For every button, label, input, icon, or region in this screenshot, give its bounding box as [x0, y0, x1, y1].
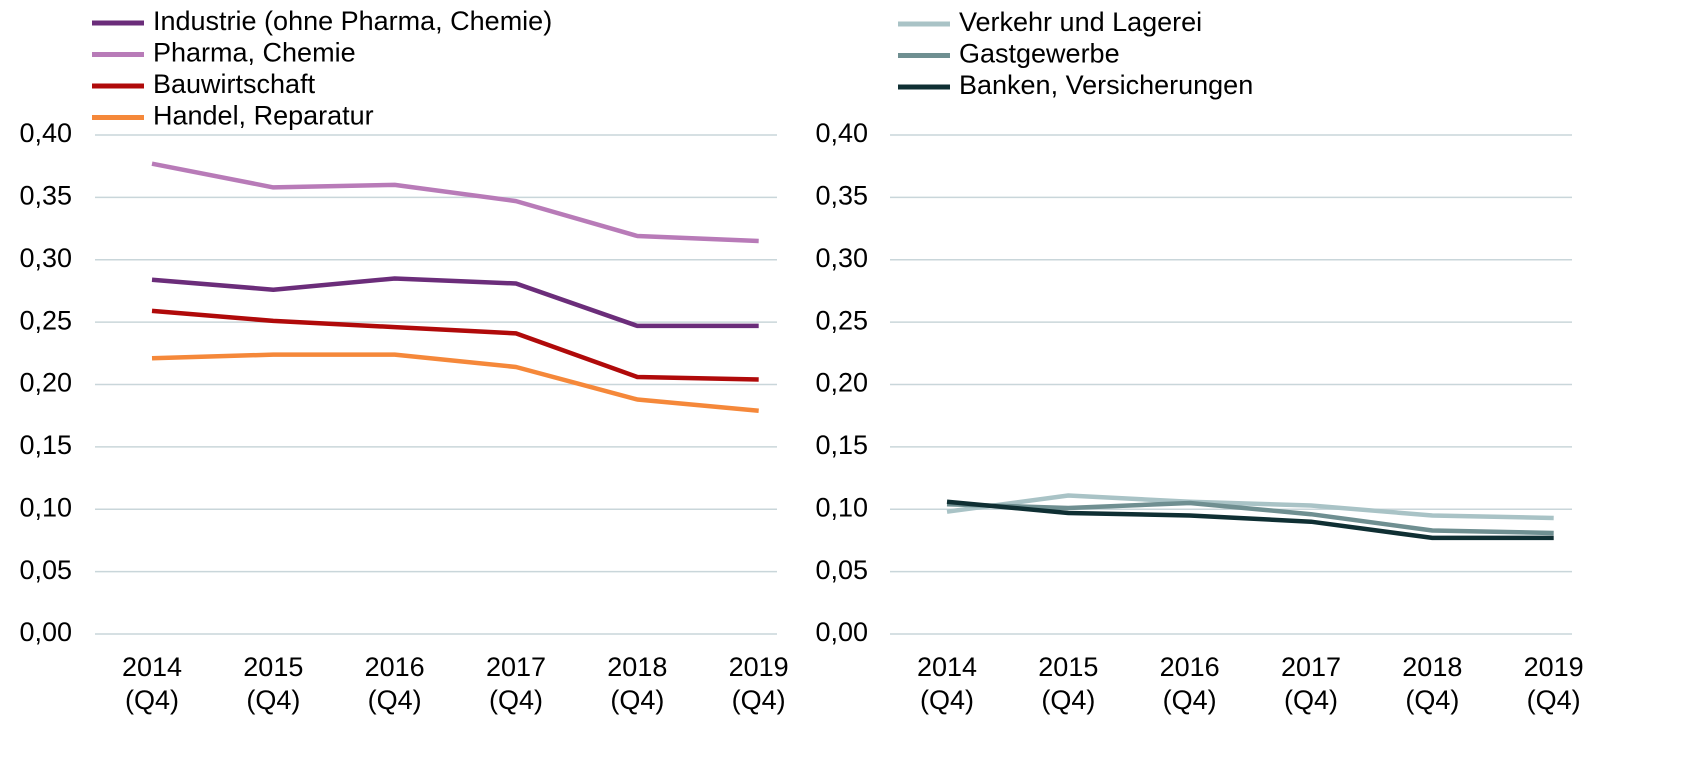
legend-label: Verkehr und Lagerei: [959, 7, 1202, 37]
x-tick-label: 2017 (Q4): [486, 652, 546, 715]
x-tick-label: 2015 (Q4): [1038, 652, 1098, 715]
x-tick-label: 2015 (Q4): [243, 652, 303, 715]
legend-label: Gastgewerbe: [959, 39, 1120, 69]
y-tick-label: 0,35: [815, 181, 868, 211]
x-tick-label: 2014 (Q4): [917, 652, 977, 715]
legend-label: Bauwirtschaft: [153, 69, 316, 99]
legend-label: Handel, Reparatur: [153, 101, 374, 131]
x-tick-label: 2016 (Q4): [1160, 652, 1220, 715]
x-tick-label: 2018 (Q4): [1402, 652, 1462, 715]
x-tick-label: 2014 (Q4): [122, 652, 182, 715]
y-tick-label: 0,15: [815, 430, 868, 460]
series-line: [151, 308, 759, 382]
y-tick-label: 0,40: [815, 118, 868, 148]
x-tick-label: 2019 (Q4): [729, 652, 789, 715]
y-tick-label: 0,05: [815, 555, 868, 585]
y-tick-label: 0,00: [19, 617, 72, 647]
y-tick-label: 0,15: [19, 430, 72, 460]
legend-label: Banken, Versicherungen: [959, 70, 1253, 100]
y-tick-label: 0,40: [19, 118, 72, 148]
y-tick-label: 0,35: [19, 181, 72, 211]
y-tick-label: 0,30: [19, 243, 72, 273]
legend-label: Industrie (ohne Pharma, Chemie): [153, 6, 552, 36]
series-line: [946, 500, 1554, 536]
y-tick-label: 0,00: [815, 617, 868, 647]
y-tick-label: 0,10: [815, 492, 868, 522]
x-tick-label: 2018 (Q4): [607, 652, 667, 715]
series-line: [151, 161, 759, 244]
y-tick-label: 0,10: [19, 492, 72, 522]
legend-label: Pharma, Chemie: [153, 38, 356, 68]
y-tick-label: 0,25: [19, 305, 72, 335]
series-line: [151, 352, 759, 413]
y-tick-label: 0,30: [815, 243, 868, 273]
y-tick-label: 0,20: [815, 368, 868, 398]
series-line: [946, 499, 1554, 541]
y-tick-label: 0,20: [19, 368, 72, 398]
y-tick-label: 0,25: [815, 305, 868, 335]
y-tick-label: 0,05: [19, 555, 72, 585]
x-tick-label: 2017 (Q4): [1281, 652, 1341, 715]
x-tick-label: 2019 (Q4): [1524, 652, 1584, 715]
series-line: [946, 493, 1554, 521]
x-tick-label: 2016 (Q4): [365, 652, 425, 715]
series-line: [151, 276, 759, 329]
